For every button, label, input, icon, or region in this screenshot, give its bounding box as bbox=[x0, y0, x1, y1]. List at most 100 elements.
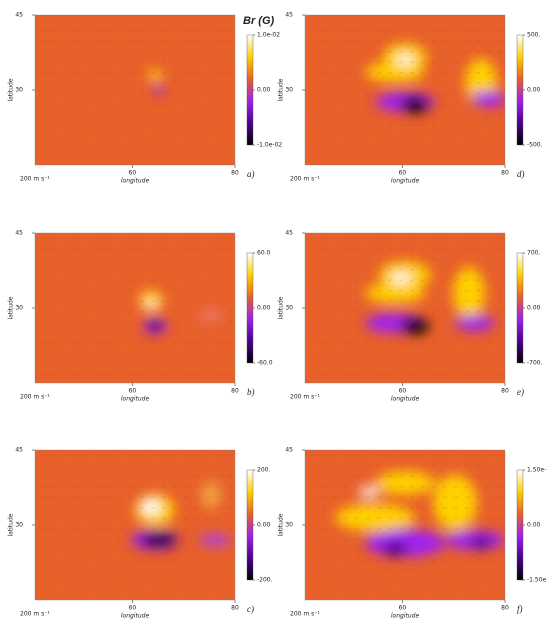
wind-vector bbox=[84, 247, 90, 250]
wind-vector bbox=[128, 134, 134, 137]
wind-vector bbox=[194, 454, 200, 457]
wind-vector bbox=[398, 82, 404, 85]
wind-vector bbox=[453, 321, 459, 324]
wind-vector bbox=[453, 237, 459, 240]
wind-vector bbox=[128, 496, 134, 499]
wind-vector bbox=[205, 247, 211, 250]
y-tick-label: 45 bbox=[285, 447, 293, 454]
wind-vector bbox=[62, 134, 68, 137]
wind-vector bbox=[161, 61, 167, 64]
wind-vector bbox=[387, 373, 393, 376]
wind-vector bbox=[150, 40, 156, 43]
wind-vector bbox=[128, 538, 134, 541]
wind-vector bbox=[117, 92, 123, 95]
field-blob bbox=[141, 533, 177, 547]
wind-vector bbox=[398, 71, 404, 74]
wind-vector bbox=[128, 19, 134, 22]
wind-vector bbox=[40, 113, 46, 116]
wind-vector bbox=[128, 145, 134, 148]
wind-vector bbox=[106, 321, 112, 324]
wind-vector bbox=[183, 92, 189, 95]
wind-vector bbox=[62, 373, 68, 376]
wind-vector bbox=[205, 321, 211, 324]
wind-vector bbox=[62, 548, 68, 551]
wind-vector bbox=[183, 29, 189, 32]
wind-vector bbox=[84, 454, 90, 457]
wind-vector bbox=[227, 134, 233, 137]
wind-vector bbox=[106, 538, 112, 541]
colorbar-tick-label: 60.0 bbox=[257, 250, 271, 257]
wind-vector bbox=[475, 82, 481, 85]
wind-vector bbox=[464, 279, 470, 282]
wind-vector bbox=[453, 310, 459, 313]
wind-vector bbox=[73, 475, 79, 478]
wind-vector bbox=[183, 268, 189, 271]
wind-vector bbox=[95, 331, 101, 334]
wind-vector bbox=[343, 29, 349, 32]
wind-vector bbox=[453, 559, 459, 562]
wind-vector bbox=[139, 247, 145, 250]
wind-vector bbox=[150, 61, 156, 64]
wind-vector bbox=[73, 279, 79, 282]
wind-vector bbox=[216, 527, 222, 530]
wind-vector bbox=[84, 538, 90, 541]
wind-vector bbox=[497, 29, 503, 32]
wind-vector bbox=[310, 569, 316, 572]
wind-vector bbox=[40, 321, 46, 324]
wind-vector bbox=[376, 527, 382, 530]
wind-vector bbox=[431, 580, 437, 583]
wind-vector bbox=[128, 40, 134, 43]
wind-vector bbox=[365, 517, 371, 520]
wind-vector bbox=[106, 559, 112, 562]
wind-vector bbox=[216, 61, 222, 64]
wind-vector bbox=[161, 134, 167, 137]
wind-vector bbox=[332, 454, 338, 457]
wind-vector bbox=[106, 517, 112, 520]
wind-vector bbox=[139, 363, 145, 366]
wind-vector bbox=[51, 496, 57, 499]
wind-vector bbox=[310, 559, 316, 562]
wind-vector bbox=[40, 247, 46, 250]
wind-vector bbox=[431, 331, 437, 334]
wind-vector bbox=[95, 517, 101, 520]
wind-vector bbox=[40, 506, 46, 509]
wind-vector bbox=[354, 61, 360, 64]
wind-vector bbox=[310, 113, 316, 116]
wind-vector bbox=[150, 71, 156, 74]
wind-vector bbox=[205, 40, 211, 43]
panel-label: f) bbox=[517, 604, 523, 614]
wind-vector bbox=[205, 517, 211, 520]
wind-vector bbox=[321, 155, 327, 158]
wind-vector bbox=[106, 29, 112, 32]
wind-vector bbox=[183, 71, 189, 74]
wind-vector bbox=[62, 19, 68, 22]
wind-vector bbox=[431, 113, 437, 116]
wind-vector bbox=[117, 373, 123, 376]
wind-vector bbox=[365, 289, 371, 292]
colorbar-tick-label: 0.00 bbox=[257, 87, 271, 94]
x-tick-label: 80 bbox=[231, 170, 239, 177]
wind-vector bbox=[51, 538, 57, 541]
wind-vector bbox=[409, 134, 415, 137]
wind-vector bbox=[310, 548, 316, 551]
wind-vector bbox=[73, 517, 79, 520]
wind-vector bbox=[453, 342, 459, 345]
wind-vector bbox=[343, 373, 349, 376]
wind-vector bbox=[310, 352, 316, 355]
wind-vector bbox=[216, 548, 222, 551]
field-blob bbox=[139, 290, 163, 311]
wind-vector bbox=[321, 124, 327, 127]
wind-vector bbox=[51, 321, 57, 324]
wind-vector bbox=[84, 19, 90, 22]
wind-vector bbox=[172, 113, 178, 116]
vector-key: 200 m s⁻¹ bbox=[290, 176, 320, 183]
wind-vector bbox=[62, 464, 68, 467]
wind-vector bbox=[354, 485, 360, 488]
x-tick-label: 60 bbox=[129, 170, 137, 177]
wind-vector bbox=[387, 237, 393, 240]
wind-vector bbox=[128, 113, 134, 116]
wind-vector bbox=[409, 580, 415, 583]
wind-vector bbox=[172, 155, 178, 158]
wind-vector bbox=[431, 342, 437, 345]
